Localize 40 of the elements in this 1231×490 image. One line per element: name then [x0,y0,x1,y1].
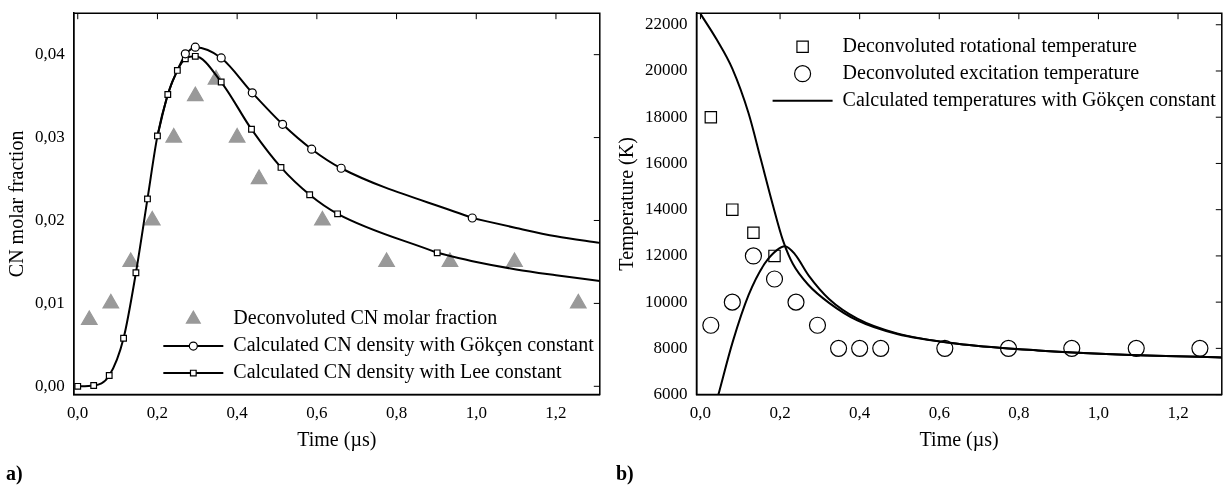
text: b) [616,462,634,485]
x-tick-label: 1,0 [1087,403,1110,423]
x-axis-title: Time (µs) [919,428,999,452]
y-tick-label: 8000 [653,337,688,357]
y-tick-label: 16000 [645,152,688,172]
x-tick-label: 0,6 [928,403,950,423]
y-axis-title: CN molar fraction [5,130,28,278]
x-tick-label: 0,0 [689,403,712,423]
x-tick-label: 0,2 [769,403,791,423]
x-tick-label: 0,8 [1008,403,1030,423]
y-axis-title: Temperature (K) [615,137,639,271]
legend-label: Calculated CN density with Gökçen constant [233,333,595,357]
y-tick-label: 0,03 [35,127,65,147]
x-tick-label: 1,2 [1167,403,1189,423]
y-tick-label: 22000 [645,14,688,34]
y-tick-label: 10000 [645,291,688,311]
x-tick-label: 0,2 [146,403,169,423]
y-tick-label: 12000 [645,245,688,265]
y-tick-label: 18000 [645,106,688,126]
x-tick-label: 1,2 [545,403,567,423]
x-tick-label: 1,0 [465,403,487,423]
y-tick-label: 0,00 [35,375,65,395]
x-tick-label: 0,4 [226,403,249,423]
legend-label: Calculated CN density with Lee constant [233,360,563,384]
legend-label: Deconvoluted rotational temperature [842,33,1138,57]
y-tick-label: 14000 [645,199,688,219]
x-tick-label: 0,0 [67,403,89,423]
legend-label: Deconvoluted CN molar fraction [233,306,498,329]
x-tick-label: 0,4 [849,403,871,423]
legend-label: Deconvoluted excitation temperature [842,60,1140,84]
legend-label: Calculated temperatures with Gökçen constant [842,87,1217,111]
x-axis-title: Time (µs) [297,428,377,452]
y-tick-label: 6000 [653,384,688,404]
y-tick-label: 20000 [645,60,688,80]
y-tick-label: 0,02 [35,209,65,229]
x-tick-label: 0,6 [306,403,328,423]
text: a) [6,462,23,485]
y-tick-label: 0,01 [35,292,65,312]
y-tick-label: 0,04 [35,44,66,64]
x-tick-label: 0,8 [385,403,408,423]
